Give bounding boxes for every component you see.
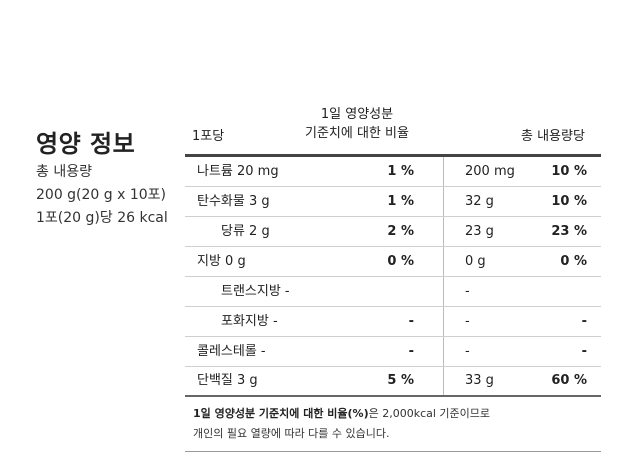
total-daily-value-percent bbox=[505, 277, 587, 307]
total-daily-value-percent: - bbox=[581, 314, 587, 329]
nutrient-name: 트랜스지방 - bbox=[221, 284, 290, 299]
footnote-line2: 개인의 필요 열량에 따라 다를 수 있습니다. bbox=[193, 427, 390, 440]
total-amount: - bbox=[465, 314, 470, 329]
daily-value-percent: 5 % bbox=[387, 373, 414, 388]
daily-value-percent: - bbox=[408, 314, 414, 329]
table-row: 나트륨 20 mg 1 % 200 mg 10 % bbox=[185, 157, 601, 187]
table-top-rule bbox=[185, 154, 601, 157]
total-amount: 200 mg bbox=[465, 164, 515, 179]
total-daily-value-percent: 60 % bbox=[551, 373, 587, 388]
table-row: 단백질 3 g 5 % 33 g 60 % bbox=[185, 366, 601, 396]
per-serving-calories: 1포(20 g)당 26 kcal bbox=[36, 210, 168, 226]
header-dv-line1: 1일 영양성분 bbox=[320, 107, 394, 122]
total-amount: - bbox=[465, 344, 470, 359]
nutrient-name: 당류 2 g bbox=[221, 224, 270, 239]
summary-info: 총 내용량 200 g(20 g x 10포) 1포(20 g)당 26 kca… bbox=[36, 161, 168, 230]
daily-value-percent: 1 % bbox=[387, 164, 414, 179]
total-daily-value-percent: 10 % bbox=[551, 194, 587, 209]
header-per-serving: 1포당 bbox=[192, 129, 225, 144]
daily-value-percent: - bbox=[408, 344, 414, 359]
total-amount: 23 g bbox=[465, 224, 494, 239]
total-amount: - bbox=[465, 284, 470, 299]
daily-value-percent: 1 % bbox=[387, 194, 414, 209]
header-dv-line2: 기준치에 대한 비율 bbox=[305, 126, 409, 141]
total-daily-value-percent: 23 % bbox=[551, 224, 587, 239]
daily-value-percent bbox=[335, 277, 414, 307]
nutrient-name: 탄수화물 3 g bbox=[197, 194, 270, 209]
nutrition-title: 영양 정보 bbox=[36, 130, 136, 158]
header-total-content: 총 내용량당 bbox=[521, 129, 585, 144]
nutrient-name: 지방 0 g bbox=[197, 254, 246, 269]
total-amount: 32 g bbox=[465, 194, 494, 209]
footnote-line1: 1일 영양성분 기준치에 대한 비율(%)은 2,000kcal 기준이므로 bbox=[193, 404, 490, 424]
nutrient-name: 포화지방 - bbox=[221, 314, 278, 329]
table-row: 포화지방 - - - - bbox=[185, 307, 601, 337]
total-amount: 33 g bbox=[465, 373, 494, 388]
table-bottom-rule bbox=[185, 395, 601, 397]
footer-rule bbox=[185, 451, 601, 452]
total-amount: 0 g bbox=[465, 254, 486, 269]
daily-value-percent: 0 % bbox=[387, 254, 414, 269]
nutrition-summary: 영양 정보 총 내용량 200 g(20 g x 10포) 1포(20 g)당 … bbox=[36, 124, 168, 230]
table-row: 당류 2 g 2 % 23 g 23 % bbox=[185, 217, 601, 247]
table-row: 콜레스테롤 - - - - bbox=[185, 337, 601, 367]
total-daily-value-percent: - bbox=[581, 344, 587, 359]
total-daily-value-percent: 10 % bbox=[551, 164, 587, 179]
table-row: 탄수화물 3 g 1 % 32 g 10 % bbox=[185, 187, 601, 217]
nutrient-name: 콜레스테롤 - bbox=[197, 344, 266, 359]
header-daily-value: 1일 영양성분 기준치에 대한 비율 bbox=[300, 105, 414, 143]
footnote: 1일 영양성분 기준치에 대한 비율(%)은 2,000kcal 기준이므로 개… bbox=[193, 404, 490, 444]
footnote-bold: 1일 영양성분 기준치에 대한 비율(%) bbox=[193, 407, 369, 420]
table-row: 지방 0 g 0 % 0 g 0 % bbox=[185, 247, 601, 277]
daily-value-percent: 2 % bbox=[387, 224, 414, 239]
nutrient-name: 나트륨 20 mg bbox=[197, 164, 279, 179]
total-content-value: 200 g(20 g x 10포) bbox=[36, 187, 167, 203]
table-row: 트랜스지방 - - bbox=[185, 277, 601, 307]
total-daily-value-percent: 0 % bbox=[560, 254, 587, 269]
footnote-rest: 은 2,000kcal 기준이므로 bbox=[368, 407, 491, 420]
total-content-label: 총 내용량 bbox=[36, 164, 92, 180]
nutrient-name: 단백질 3 g bbox=[197, 373, 258, 388]
